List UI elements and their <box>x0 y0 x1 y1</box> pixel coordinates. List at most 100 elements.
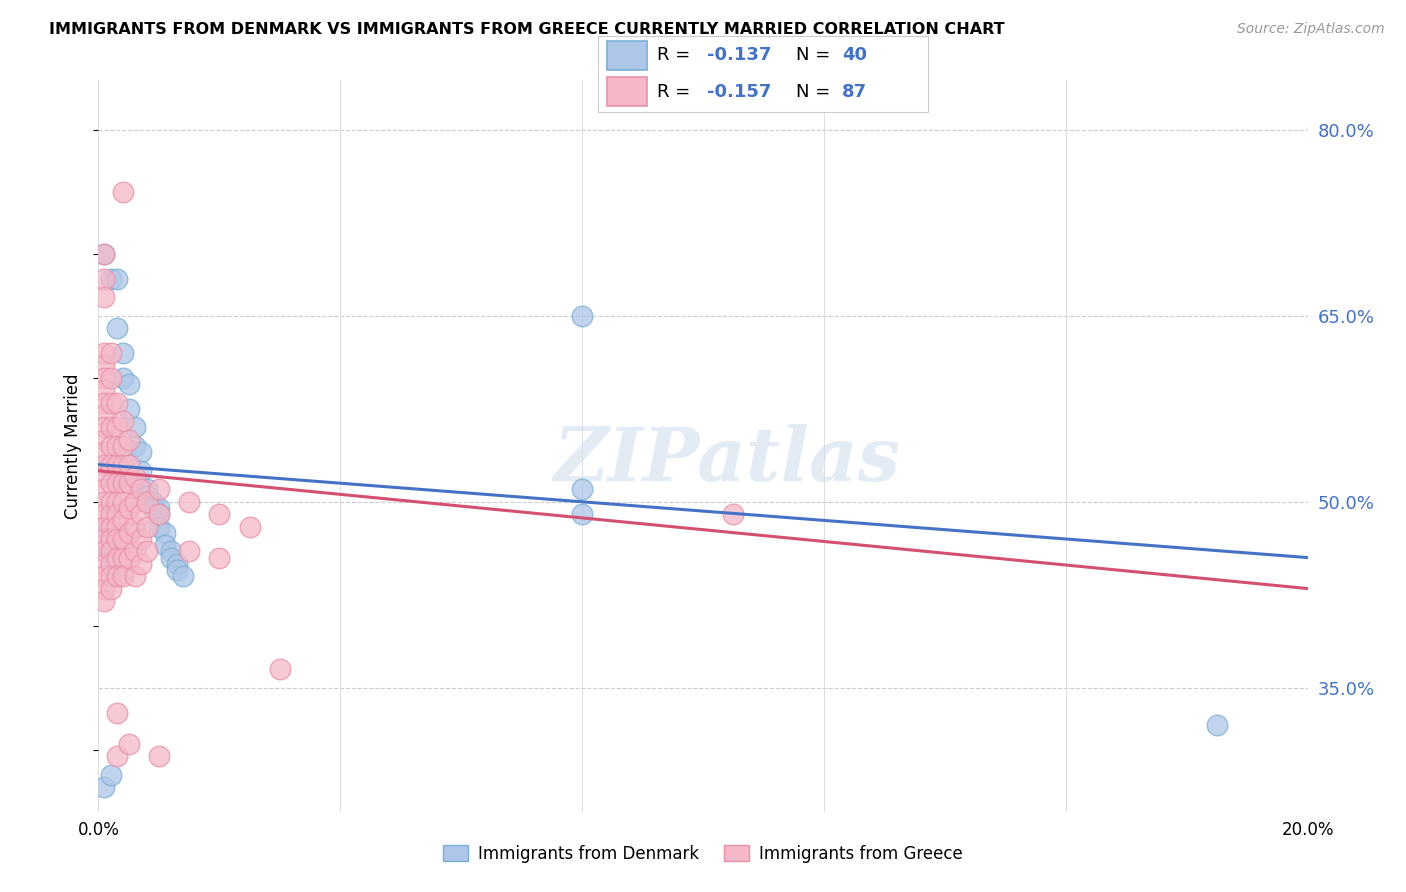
Point <box>179 495 201 509</box>
Point <box>124 519 146 533</box>
Point <box>135 483 157 497</box>
Point <box>93 557 115 571</box>
Point <box>100 557 122 571</box>
Point <box>93 359 115 373</box>
Point <box>105 519 128 533</box>
Point <box>93 594 115 608</box>
Point <box>239 519 262 533</box>
Point <box>135 495 157 509</box>
Text: R =: R = <box>657 46 696 64</box>
Point <box>100 439 122 453</box>
Point <box>93 544 115 558</box>
FancyBboxPatch shape <box>607 78 647 106</box>
Point <box>111 185 134 199</box>
Point <box>93 408 115 422</box>
Point <box>135 489 157 503</box>
Point <box>105 439 128 453</box>
Point <box>93 445 115 459</box>
Point <box>93 544 115 558</box>
Point <box>93 483 115 497</box>
Point <box>111 346 134 360</box>
Point <box>105 395 128 409</box>
Point <box>93 290 115 304</box>
Point <box>93 582 115 596</box>
Text: 40: 40 <box>842 46 868 64</box>
Point <box>118 458 141 472</box>
Point <box>93 247 115 261</box>
Point <box>129 445 152 459</box>
Point <box>148 483 170 497</box>
Point <box>100 569 122 583</box>
Point <box>93 247 115 261</box>
Point <box>118 737 141 751</box>
Text: IMMIGRANTS FROM DENMARK VS IMMIGRANTS FROM GREECE CURRENTLY MARRIED CORRELATION : IMMIGRANTS FROM DENMARK VS IMMIGRANTS FR… <box>49 22 1005 37</box>
Text: N =: N = <box>796 83 835 101</box>
Point <box>118 500 141 515</box>
Point <box>105 563 128 577</box>
Point <box>100 371 122 385</box>
Point <box>93 780 115 794</box>
Legend: Immigrants from Denmark, Immigrants from Greece: Immigrants from Denmark, Immigrants from… <box>436 838 970 869</box>
Point <box>100 507 122 521</box>
Text: -0.157: -0.157 <box>707 83 770 101</box>
Point <box>148 519 170 533</box>
Point <box>118 401 141 416</box>
Point <box>93 271 115 285</box>
Point <box>571 309 593 323</box>
Point <box>111 569 134 583</box>
Point <box>118 525 141 540</box>
Y-axis label: Currently Married: Currently Married <box>65 373 83 519</box>
Point <box>124 495 146 509</box>
Point <box>100 476 122 491</box>
Point <box>105 550 128 565</box>
Text: Source: ZipAtlas.com: Source: ZipAtlas.com <box>1237 22 1385 37</box>
Point <box>93 346 115 360</box>
Point <box>111 532 134 546</box>
Point <box>135 544 157 558</box>
Point <box>100 495 122 509</box>
Point <box>93 519 115 533</box>
Point <box>118 433 141 447</box>
Text: N =: N = <box>796 46 835 64</box>
Point <box>111 495 134 509</box>
Point <box>105 569 128 583</box>
Point <box>142 495 165 509</box>
Point <box>571 483 593 497</box>
Point <box>135 519 157 533</box>
Point <box>105 532 128 546</box>
Point <box>129 507 152 521</box>
Point <box>105 706 128 720</box>
Point <box>111 513 134 527</box>
Point <box>93 470 115 484</box>
Point <box>100 767 122 781</box>
Point <box>166 563 188 577</box>
Point <box>105 458 128 472</box>
Point <box>93 507 115 521</box>
Point <box>111 550 134 565</box>
Point <box>93 541 115 556</box>
Point <box>148 748 170 763</box>
Point <box>93 395 115 409</box>
Point <box>166 557 188 571</box>
Point <box>111 476 134 491</box>
Point <box>105 476 128 491</box>
Point <box>179 544 201 558</box>
Point <box>111 371 134 385</box>
Point <box>208 507 231 521</box>
Point <box>153 538 176 552</box>
Point <box>93 569 115 583</box>
Point <box>100 519 122 533</box>
Point <box>160 550 183 565</box>
Point <box>124 569 146 583</box>
Point <box>129 483 152 497</box>
Point <box>148 507 170 521</box>
Point <box>105 420 128 434</box>
Point <box>118 550 141 565</box>
Point <box>160 544 183 558</box>
Point <box>105 507 128 521</box>
Point <box>208 550 231 565</box>
Point <box>111 470 134 484</box>
Point <box>129 483 152 497</box>
Point <box>129 532 152 546</box>
Point <box>1206 718 1229 732</box>
